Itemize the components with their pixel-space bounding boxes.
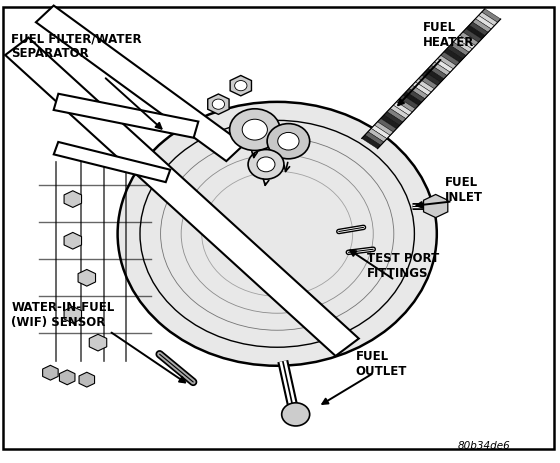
Polygon shape: [381, 115, 400, 129]
Text: FUEL
HEATER: FUEL HEATER: [423, 21, 474, 49]
Circle shape: [257, 157, 275, 172]
Circle shape: [242, 119, 268, 140]
Polygon shape: [387, 108, 406, 122]
Polygon shape: [450, 42, 469, 56]
Polygon shape: [377, 119, 396, 132]
Polygon shape: [444, 49, 463, 62]
Polygon shape: [368, 128, 387, 142]
Polygon shape: [463, 29, 482, 42]
Text: FUEL
INLET: FUEL INLET: [445, 176, 483, 204]
Text: WATER-IN-FUEL
(WIF) SENSOR: WATER-IN-FUEL (WIF) SENSOR: [11, 301, 114, 329]
Polygon shape: [5, 38, 359, 356]
Text: 80b34de6: 80b34de6: [458, 441, 511, 451]
Polygon shape: [365, 132, 384, 145]
Circle shape: [267, 124, 310, 159]
Polygon shape: [406, 88, 425, 102]
Polygon shape: [441, 52, 460, 66]
FancyBboxPatch shape: [3, 7, 554, 449]
Polygon shape: [466, 25, 485, 39]
Polygon shape: [371, 125, 390, 139]
Polygon shape: [54, 142, 170, 182]
Text: FUEL
OUTLET: FUEL OUTLET: [356, 350, 407, 377]
Polygon shape: [475, 15, 494, 29]
Polygon shape: [412, 82, 431, 95]
Circle shape: [230, 109, 280, 150]
Polygon shape: [362, 135, 381, 149]
Polygon shape: [453, 38, 472, 52]
Polygon shape: [418, 75, 437, 89]
Polygon shape: [374, 122, 393, 135]
Polygon shape: [472, 19, 491, 32]
Polygon shape: [428, 65, 447, 79]
Circle shape: [212, 99, 225, 109]
Polygon shape: [416, 79, 435, 92]
Polygon shape: [409, 85, 428, 99]
Polygon shape: [384, 112, 403, 125]
Polygon shape: [469, 22, 488, 36]
Polygon shape: [422, 72, 441, 86]
Polygon shape: [36, 6, 244, 161]
Polygon shape: [460, 32, 479, 46]
Polygon shape: [393, 102, 412, 115]
Polygon shape: [431, 62, 450, 75]
Circle shape: [118, 102, 437, 366]
Polygon shape: [54, 94, 198, 138]
Polygon shape: [403, 92, 422, 106]
Circle shape: [248, 150, 284, 179]
Polygon shape: [425, 69, 444, 82]
Text: TEST PORT
FITTINGS: TEST PORT FITTINGS: [367, 252, 439, 280]
Polygon shape: [396, 99, 416, 112]
Polygon shape: [482, 9, 501, 22]
Polygon shape: [435, 59, 454, 72]
Polygon shape: [447, 45, 466, 59]
Circle shape: [278, 132, 299, 150]
Circle shape: [235, 81, 247, 91]
Polygon shape: [456, 35, 475, 49]
Text: FUEL FILTER/WATER
SEPARATOR: FUEL FILTER/WATER SEPARATOR: [11, 32, 142, 60]
Polygon shape: [479, 12, 498, 25]
Polygon shape: [437, 55, 456, 69]
Polygon shape: [390, 105, 409, 119]
Circle shape: [282, 403, 310, 426]
Polygon shape: [400, 95, 418, 109]
